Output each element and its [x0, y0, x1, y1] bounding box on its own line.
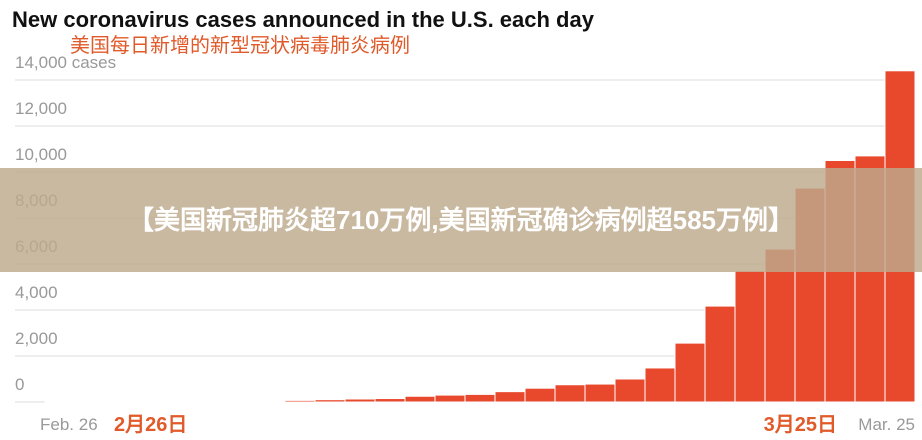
bar — [674, 342, 706, 403]
x-tick-label-cn: 2月26日 — [114, 414, 187, 436]
x-tick-label-cn: 3月25日 — [764, 414, 837, 436]
y-tick-label: 0 — [15, 375, 24, 394]
bar — [434, 394, 466, 403]
x-tick-label: Feb. 26 — [40, 415, 98, 434]
bar — [734, 270, 766, 403]
banner: 【美国新冠肺炎超710万例,美国新冠确诊病例超585万例】 — [0, 168, 922, 272]
y-tick-label: 2,000 — [15, 329, 58, 348]
chart-subtitle: 美国每日新增的新型冠状病毒肺炎病例 — [70, 34, 410, 57]
bar — [374, 398, 406, 403]
bar — [584, 383, 616, 403]
bar — [224, 400, 256, 403]
bar — [524, 387, 556, 403]
y-tick-label: 12,000 — [15, 99, 67, 118]
bar — [254, 400, 286, 403]
bar — [284, 399, 316, 403]
bar — [494, 391, 526, 403]
x-tick-label: Mar. 25 — [858, 415, 915, 434]
bar — [344, 398, 376, 403]
bar — [704, 305, 736, 403]
y-tick-label: 10,000 — [15, 145, 67, 164]
chart-title: New coronavirus cases announced in the U… — [12, 7, 595, 32]
bar — [554, 384, 586, 403]
bar — [464, 393, 496, 403]
y-tick-label: 4,000 — [15, 283, 58, 302]
bar — [404, 395, 436, 403]
bar — [194, 400, 226, 403]
y-tick-label: 14,000 cases — [15, 53, 116, 72]
bar — [314, 399, 346, 403]
bar — [644, 367, 676, 403]
bar — [614, 378, 646, 403]
